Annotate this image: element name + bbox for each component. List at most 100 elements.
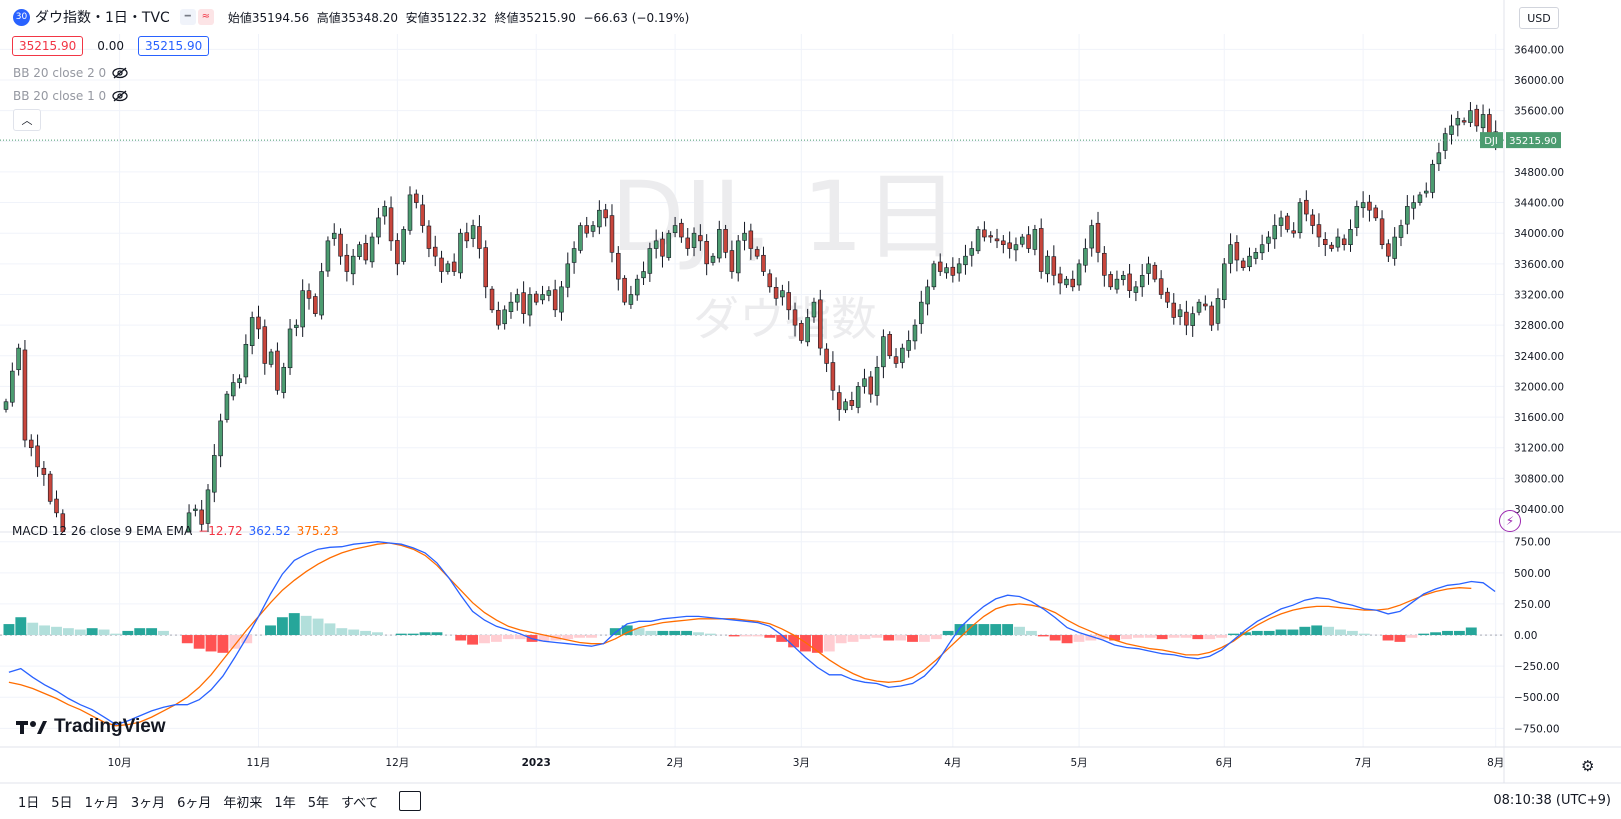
candle-body xyxy=(1392,236,1397,259)
candle-body xyxy=(445,263,451,272)
candle-body xyxy=(470,225,476,239)
histogram-bar xyxy=(645,630,657,636)
histogram-bar xyxy=(205,635,217,652)
candle-body xyxy=(249,317,255,346)
histogram-bar xyxy=(360,630,372,636)
last-price-symbol-tag xyxy=(1480,132,1503,149)
candle-body xyxy=(773,286,779,299)
candle-body xyxy=(262,326,268,364)
macd-tick-label: 250.00 xyxy=(1514,599,1551,611)
histogram-bar xyxy=(1049,635,1061,641)
candle-body xyxy=(439,257,444,272)
candle-body xyxy=(1304,199,1309,215)
timeframe-5y[interactable]: 5年 xyxy=(307,795,329,811)
timeframe-3m[interactable]: 3ヶ月 xyxy=(130,795,166,811)
candle-body xyxy=(143,580,147,593)
symbol-badge[interactable]: 30 xyxy=(13,8,30,26)
tradingview-logo[interactable]: TradingView xyxy=(16,716,166,738)
histogram-bar xyxy=(407,633,419,636)
histogram-bar xyxy=(907,635,918,642)
indicator-label: BB 20 close 1 0 xyxy=(13,89,107,103)
indicator-bb-2[interactable]: BB 20 close 2 0 xyxy=(13,66,128,80)
histogram-bar xyxy=(966,624,978,636)
buy-price[interactable]: 35215.90 xyxy=(137,36,210,56)
candle-body xyxy=(186,512,192,532)
histogram-bar xyxy=(704,633,716,636)
candle-body xyxy=(533,293,539,303)
candle-body xyxy=(578,225,583,251)
candle-body xyxy=(458,232,463,274)
candle-body xyxy=(1184,311,1189,326)
candle-body xyxy=(1057,273,1063,284)
wave-icon[interactable]: ≈ xyxy=(197,9,214,25)
candle-body xyxy=(99,586,103,594)
sell-price[interactable]: 35215.90 xyxy=(12,36,84,56)
minus-icon[interactable]: ━ xyxy=(179,9,196,25)
price-axis[interactable]: DJI 35215.90 30400.00 30800.00 31200.00 31600… xyxy=(1480,44,1564,735)
candle-body xyxy=(527,294,533,316)
histogram-bar xyxy=(728,635,740,637)
symbol-title[interactable]: ダウ指数・1日・TVC xyxy=(35,10,170,26)
histogram-bar xyxy=(74,629,86,636)
spread-value: 0.00 xyxy=(97,39,124,53)
candle-body xyxy=(281,366,286,393)
candle-body xyxy=(363,243,369,261)
clock[interactable]: 08:10:38 (UTC+9) xyxy=(1493,793,1611,808)
calendar-icon[interactable] xyxy=(398,791,421,811)
candle-body xyxy=(552,289,558,311)
price-tick-label: 34000.00 xyxy=(1514,228,1564,240)
timeframe-all[interactable]: すべて xyxy=(340,795,379,811)
candle-body xyxy=(855,386,861,408)
macd-legend-label[interactable]: MACD 12 26 close 9 EMA EMA xyxy=(12,524,193,538)
collapse-legend-button[interactable]: ︿ xyxy=(13,109,41,131)
indicator-bb-1[interactable]: BB 20 close 1 0 xyxy=(13,89,128,103)
histogram-bar xyxy=(1192,635,1204,640)
histogram-bar xyxy=(134,628,146,636)
candle-body xyxy=(1373,207,1379,219)
macd-tick-label: −750.00 xyxy=(1514,723,1560,735)
currency-selector[interactable]: USD xyxy=(1519,7,1559,29)
candle-body xyxy=(937,261,943,272)
histogram-bar xyxy=(1323,626,1335,636)
lightning-icon[interactable]: ⚡ xyxy=(1499,510,1521,532)
candle-body xyxy=(1190,313,1195,326)
candle-body xyxy=(565,263,571,288)
timeframe-1y[interactable]: 1年 xyxy=(274,795,296,811)
timeframe-1m[interactable]: 1ヶ月 xyxy=(84,795,119,811)
candle-body xyxy=(268,351,274,365)
candle-body xyxy=(1455,117,1461,126)
candle-body xyxy=(47,473,53,502)
time-axis[interactable]: 10月 11月 12月 2023 2月 3月 4月 5月 6月 7月 8月 xyxy=(108,757,1505,769)
histogram-bar xyxy=(883,635,895,641)
candle-body xyxy=(414,193,419,203)
candle-body xyxy=(35,445,40,468)
candle-body xyxy=(92,593,96,595)
candle-body xyxy=(950,266,956,276)
timeframe-5d[interactable]: 5日 xyxy=(51,795,73,811)
candle-body xyxy=(1215,298,1221,324)
candle-body xyxy=(1354,206,1360,228)
histogram-bar xyxy=(1037,635,1049,637)
candle-body xyxy=(344,254,350,272)
timeframe-ytd[interactable]: 年初来 xyxy=(223,795,263,811)
candle-body xyxy=(843,401,848,411)
histogram-bar xyxy=(609,628,621,636)
timeframe-6m[interactable]: 6ヶ月 xyxy=(177,795,212,811)
histogram-bar xyxy=(1144,635,1156,638)
histogram-bar xyxy=(930,635,942,640)
candle-body xyxy=(1203,303,1208,307)
indicator-label: BB 20 close 2 0 xyxy=(13,66,107,80)
gear-icon[interactable]: ⚙ xyxy=(1581,757,1595,775)
candle-body xyxy=(350,255,356,275)
candle-body xyxy=(969,248,975,256)
open-value: 35194.56 xyxy=(251,10,310,25)
eye-hidden-icon[interactable] xyxy=(112,67,128,79)
eye-hidden-icon[interactable] xyxy=(112,90,128,102)
close-value: 35215.90 xyxy=(518,10,576,25)
histogram-bar xyxy=(752,635,764,637)
candle-body xyxy=(1045,255,1050,275)
timeframe-1d[interactable]: 1日 xyxy=(18,795,40,811)
candle-body xyxy=(294,324,299,328)
candle-body xyxy=(1076,263,1082,286)
